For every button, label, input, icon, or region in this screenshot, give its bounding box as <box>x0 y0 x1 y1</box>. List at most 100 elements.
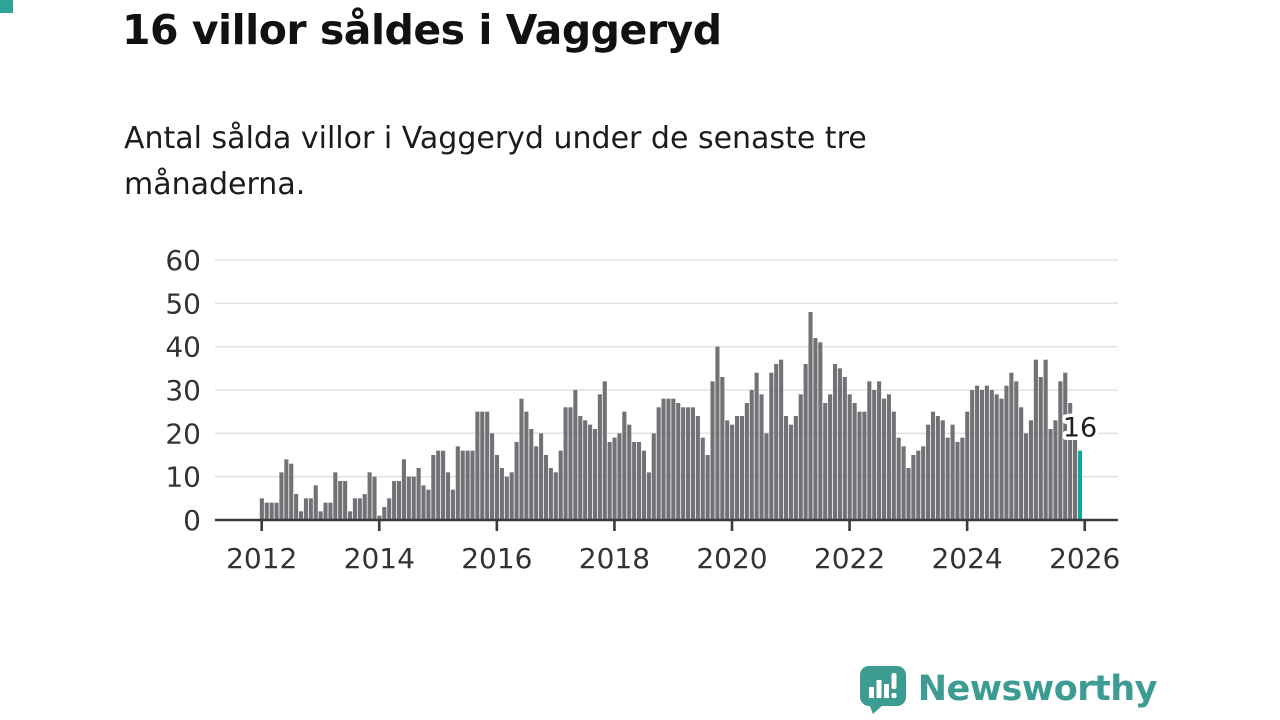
logo-bar-2 <box>876 680 882 698</box>
logo-exclamation-dot <box>891 693 897 698</box>
bar <box>490 433 495 520</box>
bar <box>372 476 377 520</box>
bar <box>465 450 470 520</box>
bar <box>877 381 882 520</box>
bar <box>343 481 348 520</box>
y-axis-label: 60 <box>165 244 201 277</box>
bar <box>445 472 451 520</box>
bar <box>984 385 989 520</box>
bar <box>416 468 421 520</box>
bar <box>994 394 999 520</box>
y-axis-label: 50 <box>165 287 201 320</box>
bar <box>289 463 294 520</box>
page-title: 16 villor såldes i Vaggeryd <box>122 6 722 54</box>
bar <box>906 468 911 520</box>
y-axis-label: 10 <box>165 461 201 494</box>
bar <box>965 411 970 520</box>
bar <box>1014 381 1019 520</box>
bar <box>637 442 642 520</box>
bar <box>396 481 402 520</box>
bar <box>333 472 338 520</box>
bar <box>529 429 534 520</box>
bar <box>705 455 710 520</box>
bar <box>377 515 382 520</box>
newsworthy-logo[interactable]: Newsworthy <box>858 664 1158 714</box>
x-axis-label: 2012 <box>226 542 297 575</box>
bar <box>264 502 269 520</box>
y-axis-label: 30 <box>165 374 201 407</box>
bar <box>754 372 759 520</box>
bar <box>627 424 632 520</box>
bar <box>573 390 578 520</box>
bar <box>686 407 691 520</box>
bar <box>347 511 353 520</box>
bar <box>622 411 627 520</box>
bar <box>480 411 485 520</box>
bar <box>519 398 524 520</box>
bar <box>328 502 333 520</box>
bar <box>548 468 553 520</box>
y-axis-label: 0 <box>183 504 201 537</box>
bar <box>852 403 857 520</box>
bar <box>940 420 945 520</box>
bar <box>298 511 304 520</box>
x-axis-label: 2022 <box>814 542 885 575</box>
bar <box>828 394 833 520</box>
bar <box>426 489 431 520</box>
logo-bar-1 <box>868 687 874 698</box>
bar <box>592 429 598 520</box>
bar <box>979 390 985 520</box>
bar <box>284 459 289 520</box>
bar <box>401 459 406 520</box>
bar <box>1058 381 1063 520</box>
bar <box>421 485 426 520</box>
bar <box>774 364 779 520</box>
bar <box>744 403 749 520</box>
bar <box>578 416 583 520</box>
bar <box>813 338 818 520</box>
bar <box>534 446 539 520</box>
bar <box>989 390 994 520</box>
bar <box>504 476 509 520</box>
bar <box>788 424 793 520</box>
bar <box>730 424 735 520</box>
bar <box>406 476 411 520</box>
bar <box>362 494 367 520</box>
bar <box>926 424 931 520</box>
corner-square <box>0 0 13 13</box>
bar <box>294 494 299 520</box>
bar <box>607 442 612 520</box>
bar <box>612 437 617 520</box>
bar <box>494 455 500 520</box>
bar <box>681 407 686 520</box>
highlighted-bar <box>1077 450 1083 520</box>
bar <box>803 364 808 520</box>
bar <box>274 502 279 520</box>
bar <box>759 394 764 520</box>
bar <box>1068 403 1073 520</box>
logo-bar-3 <box>883 684 889 698</box>
bar <box>470 450 475 520</box>
bar <box>499 468 504 520</box>
bar <box>1009 372 1014 520</box>
bar <box>597 394 602 520</box>
bar <box>279 472 284 520</box>
x-axis-label: 2016 <box>461 542 532 575</box>
bar <box>259 498 264 520</box>
bar <box>881 398 887 520</box>
bar <box>901 446 906 520</box>
bar <box>641 450 647 520</box>
bar <box>734 416 740 520</box>
bar <box>847 394 852 520</box>
x-axis-label: 2018 <box>579 542 650 575</box>
bar <box>441 450 446 520</box>
bar <box>720 377 725 520</box>
bar <box>950 424 955 520</box>
bar <box>891 411 896 520</box>
x-axis-label: 2026 <box>1049 542 1120 575</box>
bar <box>837 368 842 520</box>
bar <box>632 442 637 520</box>
bar <box>568 407 573 520</box>
bar <box>715 346 720 520</box>
